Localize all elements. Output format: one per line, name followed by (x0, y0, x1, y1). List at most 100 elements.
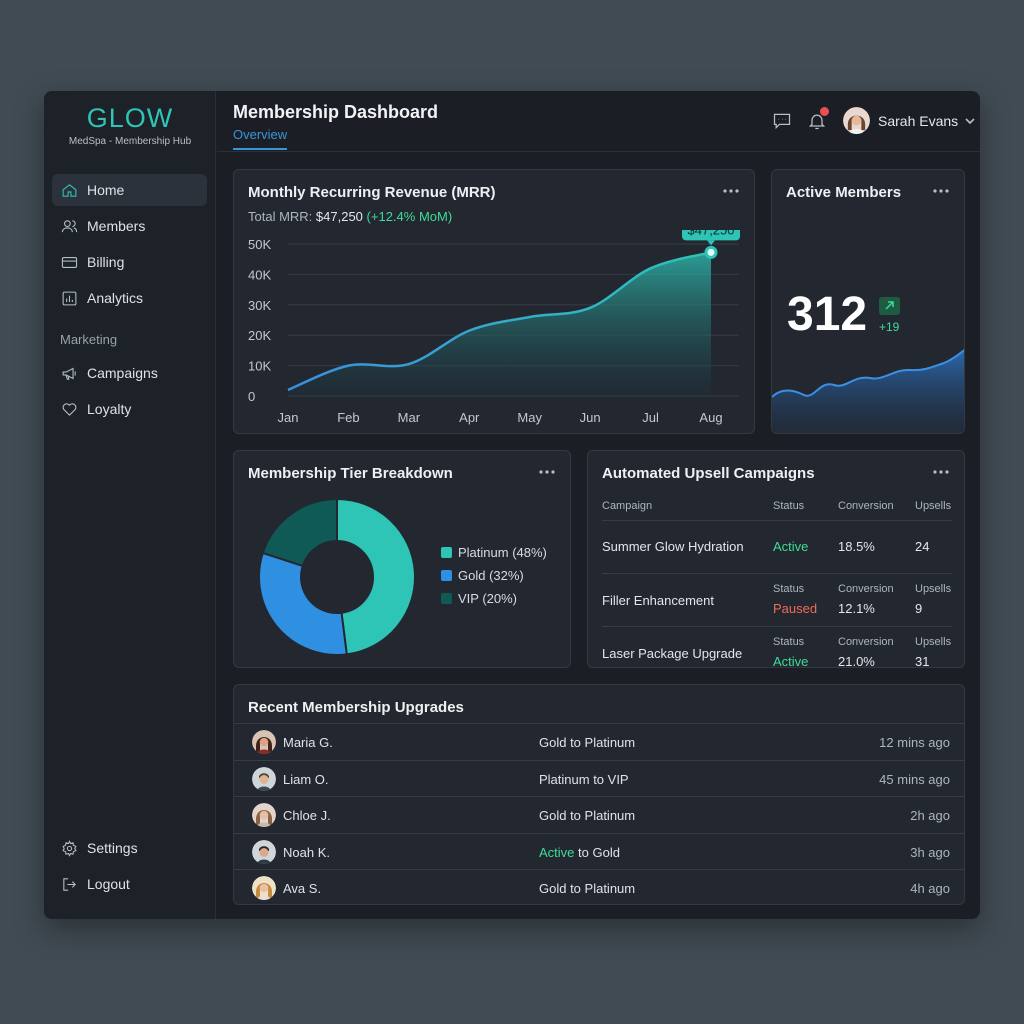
brand-name: GLOW (86, 103, 174, 133)
member-name: Chloe J. (283, 808, 331, 824)
bar-chart-icon (62, 291, 77, 305)
list-item[interactable]: Noah K. Active to Gold 3h ago (234, 832, 964, 870)
campaign-conversion: 12.1% (838, 601, 875, 616)
legend-swatch (441, 570, 452, 581)
x-tick-label: Apr (459, 410, 480, 425)
campaign-upsells: 24 (915, 539, 930, 554)
legend-label: Gold (32%) (458, 568, 524, 583)
x-tick-label: Jul (642, 410, 659, 425)
mrr-total-label: Total MRR: (248, 209, 313, 224)
x-tick-label: Aug (699, 410, 722, 425)
active-members-card: Active Members 312 +19 (771, 169, 965, 434)
campaign-name: Summer Glow Hydration (602, 539, 744, 554)
gear-icon (62, 839, 77, 857)
logout-icon (63, 877, 76, 891)
mrr-tooltip-label: $47,250 (688, 230, 735, 237)
x-tick-label: Feb (337, 410, 359, 425)
sidebar-item-analytics[interactable]: Analytics (52, 282, 207, 314)
upgrade-time: 45 mins ago (879, 771, 950, 787)
table-row[interactable]: Laser Package Upgrade Status Active Conv… (602, 627, 952, 668)
sidebar-item-label: Loyalty (87, 401, 132, 417)
upsell-campaigns-card: Automated Upsell Campaigns Campaign Stat… (587, 450, 965, 668)
notifications-button[interactable] (807, 107, 829, 131)
series-area (288, 252, 711, 396)
cell-label-conversion: Conversion (838, 636, 894, 648)
legend-item-platinum: Platinum (48%) (441, 545, 547, 560)
tier-breakdown-card: Membership Tier Breakdown Platinum (48%)… (233, 450, 571, 668)
sidebar-item-label: Home (87, 182, 125, 198)
notification-badge (820, 107, 829, 116)
heart-icon (62, 402, 77, 416)
campaign-status: Paused (773, 601, 818, 616)
cell-label-conversion: Conversion (838, 583, 894, 595)
mrr-card: Monthly Recurring Revenue (MRR) Total MR… (233, 169, 755, 434)
active-members-title: Active Members (786, 184, 902, 201)
column-header-status: Status (773, 500, 805, 512)
users-icon (61, 219, 78, 232)
legend-swatch (441, 547, 452, 558)
campaign-conversion: 21.0% (838, 654, 875, 668)
column-header-upsells: Upsells (915, 500, 952, 512)
column-header-conversion: Conversion (838, 500, 894, 512)
x-tick-label: Jan (278, 410, 299, 425)
page-title: Membership Dashboard (233, 102, 439, 122)
y-tick-label: 30K (248, 298, 271, 313)
avatar (843, 107, 870, 134)
more-horizontal-icon (723, 189, 739, 193)
tab-overview[interactable]: Overview (233, 127, 288, 150)
sidebar-item-billing[interactable]: Billing (52, 246, 207, 278)
active-members-count: 312 (787, 288, 868, 341)
more-horizontal-icon (539, 470, 555, 474)
active-members-more-button[interactable] (932, 184, 950, 198)
y-tick-label: 0 (248, 389, 255, 404)
table-row[interactable]: Filler Enhancement Status Paused Convers… (602, 574, 952, 627)
cell-label-upsells: Upsells (915, 636, 952, 648)
list-item[interactable]: Maria G. Gold to Platinum 12 mins ago (234, 723, 964, 760)
messages-button[interactable] (772, 111, 792, 131)
sidebar-item-settings[interactable]: Settings (52, 832, 207, 864)
more-horizontal-icon (933, 470, 949, 474)
sidebar-item-label: Campaigns (87, 365, 158, 381)
upgrade-change-status: Active (539, 844, 575, 860)
brand-subtitle: MedSpa - Membership Hub (68, 136, 192, 147)
arrow-up-right-icon (885, 301, 894, 310)
upgrade-time: 3h ago (910, 844, 950, 860)
upsell-more-button[interactable] (932, 465, 950, 479)
recent-upgrades-card: Recent Membership Upgrades Maria G. Gold… (233, 684, 965, 905)
sidebar-item-loyalty[interactable]: Loyalty (52, 393, 207, 425)
sidebar-item-members[interactable]: Members (52, 210, 207, 242)
mrr-tooltip: $47,250 (682, 230, 740, 246)
tier-donut-chart (258, 497, 416, 656)
member-name: Ava S. (283, 881, 322, 897)
list-item[interactable]: Liam O. Platinum to VIP 45 mins ago (234, 759, 964, 797)
list-item[interactable]: Chloe J. Gold to Platinum 2h ago (234, 796, 964, 833)
legend-label: Platinum (48%) (458, 545, 547, 560)
mrr-title: Monthly Recurring Revenue (MRR) (248, 184, 496, 201)
user-menu[interactable]: Sarah Evans (843, 107, 976, 134)
cell-label-upsells: Upsells (915, 583, 952, 595)
trend-up-badge (879, 297, 900, 315)
active-members-delta: +19 (879, 320, 900, 334)
upsell-title: Automated Upsell Campaigns (602, 465, 815, 482)
campaign-upsells: 31 (915, 654, 930, 668)
campaign-conversion: 18.5% (838, 539, 875, 554)
sidebar-item-logout[interactable]: Logout (52, 868, 207, 900)
chevron-down-icon (965, 117, 975, 124)
active-members-sparkline (772, 349, 964, 433)
home-icon (62, 183, 77, 197)
table-row[interactable]: Summer Glow Hydration Active 18.5% 24 (602, 521, 952, 574)
tier-more-button[interactable] (538, 465, 556, 479)
sidebar-item-campaigns[interactable]: Campaigns (52, 357, 207, 389)
sidebar-item-home[interactable]: Home (52, 174, 207, 206)
legend-swatch (441, 593, 452, 604)
sidebar-item-label: Members (87, 218, 146, 234)
legend-label: VIP (20%) (458, 591, 518, 606)
upgrade-time: 2h ago (910, 808, 950, 824)
sidebar-item-label: Billing (87, 254, 125, 270)
recent-title: Recent Membership Upgrades (248, 699, 464, 716)
sidebar-section-marketing: Marketing (60, 332, 118, 347)
mrr-more-button[interactable] (722, 184, 740, 198)
cell-label-status: Status (773, 636, 805, 648)
recent-upgrades-list: Maria G. Gold to Platinum 12 mins ago Li… (234, 723, 964, 904)
list-item[interactable]: Ava S. Gold to Platinum 4h ago (234, 869, 964, 904)
